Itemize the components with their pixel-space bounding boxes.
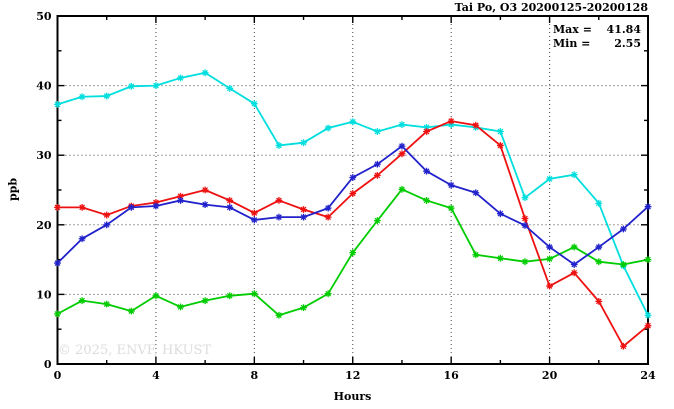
y-axis-title: ppb [6,177,20,202]
y-tick-label: 0 [44,358,52,371]
watermark-text: © 2025, ENVF, HKUST [58,343,212,358]
x-tick-label: 0 [54,369,62,382]
min-value: 2.55 [614,37,641,50]
max-value: 41.84 [606,23,641,36]
series-blue-line [56,145,649,266]
series-cyan-markers [54,69,652,319]
chart-title: Tai Po, O3 20200125-20200128 [454,1,648,14]
x-tick-label: 12 [345,369,360,382]
x-tick-label: 16 [444,369,460,382]
x-tick-label: 8 [251,369,259,382]
x-tick-label: 20 [542,369,558,382]
y-tick-label: 10 [36,288,52,301]
x-axis-title: Hours [333,390,372,403]
plot-frame [56,15,649,365]
y-tick-label: 20 [36,219,52,232]
series-green-markers [54,185,652,319]
max-min-annotation: Max = 41.84 Min = 2.55 [553,23,641,51]
y-tick-label: 30 [36,149,52,162]
max-row: Max = 41.84 [553,23,641,37]
x-tick-label: 24 [640,369,656,382]
max-label: Max = [553,23,592,36]
min-label: Min = [553,37,591,50]
series-red-markers [54,117,652,350]
y-tick-label: 40 [36,80,52,93]
series-blue-markers [54,142,652,268]
min-row: Min = 2.55 [553,37,641,51]
x-tick-label: 4 [152,369,160,382]
y-tick-label: 50 [36,10,52,23]
